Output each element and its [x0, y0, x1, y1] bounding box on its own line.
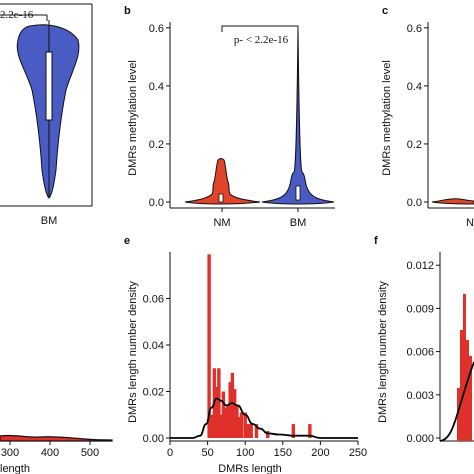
- panel-a: 2.2e-16 BM: [0, 3, 93, 227]
- panel-e-bar: [217, 368, 221, 438]
- panel-f-ytick-label: 0.003: [406, 390, 434, 402]
- panel-e-ytick-label: 0.04: [143, 340, 164, 352]
- panel-e-xtick-label: 200: [311, 447, 329, 459]
- panel-e-xtick-label: 50: [201, 447, 213, 459]
- panel-e-bar: [254, 424, 259, 438]
- panel-e-bar: [219, 414, 223, 438]
- panel-e-bar: [210, 414, 214, 438]
- panel-e-bars: [207, 254, 312, 438]
- panel-e-bar: [308, 424, 312, 438]
- panel-c-label: c: [382, 5, 388, 17]
- panel-f-bar: [466, 340, 469, 441]
- panel-b: b DMRs methylation level 0.0 0.2 0.4 0.6 p-…: [124, 5, 335, 229]
- panel-f-bar: [463, 294, 466, 441]
- panel-b-label: b: [124, 5, 131, 17]
- panel-e-bar: [230, 372, 235, 438]
- panel-b-xtick-bm: BM: [290, 217, 307, 229]
- panel-e-bar: [232, 389, 237, 438]
- panel-e-bar: [228, 382, 232, 438]
- panel-c: c DMRs methylation level 0.0 0.2 0.4 0.6 N: [381, 5, 474, 229]
- panel-f-bar: [460, 330, 463, 441]
- panel-f-ytick-label: 0.006: [406, 347, 434, 359]
- panel-e-bar: [207, 254, 211, 438]
- panel-e-xtick-label: 100: [236, 447, 254, 459]
- panel-f: f DMRs length number density 0.0000.0030…: [374, 235, 474, 445]
- panel-f-ytick-label: 0.000: [406, 433, 434, 445]
- panel-e-yticks: 0.00 0.02 0.04 0.06: [143, 294, 170, 445]
- panel-c-ytick-label: 0.2: [407, 139, 422, 151]
- panel-c-xtick-fragment: N: [466, 217, 474, 229]
- panel-e-ytick-label: 0.00: [143, 433, 164, 445]
- panel-c-ytick-label: 0.6: [407, 23, 422, 35]
- panel-d-xtick-400: 400: [41, 447, 59, 459]
- panel-f-density-curve: [439, 361, 474, 442]
- panel-f-yticks: 0.000 0.003 0.006 0.009 0.012: [406, 260, 440, 445]
- panel-b-ytick-label: 0.0: [149, 197, 164, 209]
- panel-b-ylabel: DMRs methylation level: [127, 60, 139, 176]
- panel-b-violin-bm: [261, 25, 335, 205]
- panel-b-ytick-label: 0.6: [149, 23, 164, 35]
- panel-e-bar: [239, 412, 244, 438]
- panel-e-bar: [291, 424, 296, 438]
- panel-e-bar: [223, 407, 228, 438]
- panel-e-density-curve: [169, 397, 358, 439]
- panel-d-xtick-500: 500: [81, 447, 99, 459]
- panel-d-xtick-300: 300: [1, 447, 19, 459]
- panel-c-yticks: 0.0 0.2 0.4 0.6: [407, 23, 428, 209]
- panel-b-ytick-label: 0.2: [149, 139, 164, 151]
- panel-e-xlabel: DMRs length: [218, 463, 282, 474]
- panel-d: 300 400 500 length: [0, 434, 113, 474]
- panel-e-bar: [266, 431, 270, 438]
- panel-e-bar: [235, 405, 239, 438]
- panel-e-label: e: [124, 235, 130, 247]
- panel-b-pvalue: p- < 2.2e-16: [234, 34, 289, 46]
- panel-c-ylabel: DMRs methylation level: [381, 60, 393, 176]
- panel-e: e DMRs length number density 0.000.020.0…: [124, 235, 367, 474]
- panel-e-bar: [226, 405, 230, 438]
- panel-e-xtick-label: 150: [274, 447, 292, 459]
- panel-e-bar: [237, 417, 241, 438]
- panel-d-xlabel-fragment: length: [0, 463, 30, 474]
- panel-b-yticks: 0.0 0.2 0.4 0.6: [149, 23, 170, 209]
- panel-e-bar: [221, 391, 226, 438]
- panel-e-bar: [249, 424, 253, 438]
- panel-a-xtick-bm: BM: [41, 215, 58, 227]
- panel-f-ylabel: DMRs length number density: [377, 281, 389, 423]
- panel-f-ytick-label: 0.009: [406, 303, 434, 315]
- panel-e-bar: [246, 424, 250, 438]
- panel-a-pvalue: 2.2e-16: [0, 9, 34, 21]
- panel-b-ytick-label: 0.4: [149, 81, 164, 93]
- panel-e-xtick-label: 0: [167, 447, 173, 459]
- panel-f-bar: [469, 356, 472, 441]
- panel-c-ytick-label: 0.4: [407, 81, 422, 93]
- panel-e-ylabel: DMRs length number density: [127, 281, 139, 423]
- panel-a-box: [45, 51, 53, 121]
- panel-e-xticks: 0 50 100 150 200 250: [167, 441, 367, 459]
- panel-e-bar: [214, 386, 219, 438]
- panel-b-violin-nm: [184, 158, 261, 205]
- panel-f-ytick-label: 0.012: [406, 260, 434, 272]
- panel-e-ytick-label: 0.06: [143, 294, 164, 306]
- panel-f-label: f: [374, 235, 378, 247]
- panel-f-bar: [457, 388, 460, 441]
- panel-e-bar: [243, 412, 247, 438]
- panel-e-ytick-label: 0.02: [143, 387, 164, 399]
- panel-e-xtick-label: 250: [349, 447, 367, 459]
- panel-c-ytick-label: 0.0: [407, 197, 422, 209]
- panel-b-xtick-nm: NM: [213, 217, 230, 229]
